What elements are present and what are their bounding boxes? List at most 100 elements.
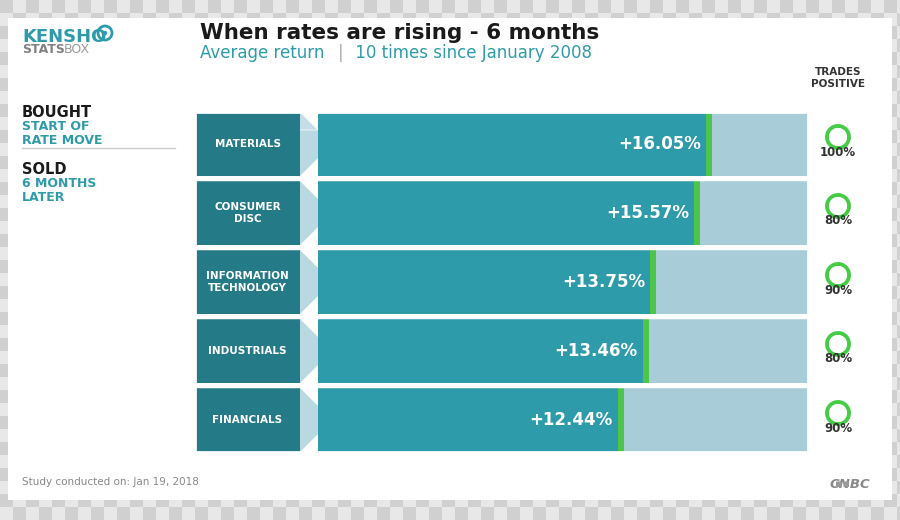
Bar — [507, 169, 520, 182]
Bar — [468, 104, 481, 117]
Bar — [182, 455, 195, 468]
Bar — [858, 143, 871, 156]
Bar — [143, 221, 156, 234]
Bar — [403, 195, 416, 208]
Bar — [650, 250, 656, 314]
Bar — [260, 169, 273, 182]
Bar — [247, 169, 260, 182]
Bar — [416, 117, 429, 130]
Bar — [624, 247, 637, 260]
Bar — [884, 273, 897, 286]
Bar — [65, 208, 78, 221]
Bar — [195, 286, 208, 299]
Bar — [559, 52, 572, 65]
Bar — [637, 390, 650, 403]
Bar — [741, 117, 754, 130]
Bar — [858, 234, 871, 247]
Bar — [364, 507, 377, 520]
Bar — [728, 468, 741, 481]
Bar — [754, 312, 767, 325]
Bar — [234, 325, 247, 338]
Bar — [52, 13, 65, 26]
Bar — [221, 481, 234, 494]
Bar — [663, 91, 676, 104]
Bar — [442, 481, 455, 494]
Bar — [13, 247, 26, 260]
Bar — [871, 273, 884, 286]
Bar — [416, 247, 429, 260]
Bar — [507, 468, 520, 481]
Bar — [507, 234, 520, 247]
Bar — [689, 494, 702, 507]
Bar — [559, 429, 572, 442]
Bar — [247, 234, 260, 247]
Bar — [208, 273, 221, 286]
Bar — [624, 338, 637, 351]
Bar — [130, 377, 143, 390]
Bar — [897, 429, 900, 442]
Bar — [871, 403, 884, 416]
Bar — [221, 260, 234, 273]
Bar — [650, 286, 663, 299]
Bar — [741, 351, 754, 364]
Bar — [260, 494, 273, 507]
Bar — [546, 351, 559, 364]
Bar — [845, 234, 858, 247]
Bar — [741, 364, 754, 377]
Bar — [117, 221, 130, 234]
Bar — [442, 260, 455, 273]
Bar — [117, 130, 130, 143]
Bar — [507, 507, 520, 520]
Bar — [715, 143, 728, 156]
Bar — [39, 91, 52, 104]
Bar — [507, 390, 520, 403]
Bar — [715, 286, 728, 299]
Bar — [598, 65, 611, 78]
Bar — [234, 468, 247, 481]
Bar — [351, 494, 364, 507]
Bar — [156, 117, 169, 130]
Bar — [650, 0, 663, 13]
Bar — [533, 299, 546, 312]
Bar — [416, 507, 429, 520]
Bar — [559, 13, 572, 26]
Bar — [585, 208, 598, 221]
Bar — [325, 312, 338, 325]
Bar — [130, 0, 143, 13]
Bar — [65, 234, 78, 247]
Bar — [676, 312, 689, 325]
Bar — [286, 273, 299, 286]
Bar — [364, 221, 377, 234]
Bar — [442, 143, 455, 156]
Bar — [468, 156, 481, 169]
Text: STATS: STATS — [22, 43, 65, 56]
Bar — [793, 507, 806, 520]
Bar — [468, 117, 481, 130]
Bar — [455, 442, 468, 455]
Bar — [312, 91, 325, 104]
Bar — [182, 351, 195, 364]
Bar — [819, 195, 832, 208]
Bar — [650, 481, 663, 494]
Bar — [390, 143, 403, 156]
Bar — [689, 26, 702, 39]
Bar — [13, 468, 26, 481]
Bar — [455, 247, 468, 260]
Bar — [429, 481, 442, 494]
Bar — [318, 181, 699, 245]
Bar — [260, 286, 273, 299]
Bar — [39, 117, 52, 130]
Bar — [325, 260, 338, 273]
Bar — [221, 442, 234, 455]
Bar — [806, 325, 819, 338]
Bar — [767, 156, 780, 169]
Bar — [546, 507, 559, 520]
Text: CNBC: CNBC — [829, 477, 870, 490]
Bar — [26, 377, 39, 390]
Bar — [494, 117, 507, 130]
Bar — [533, 52, 546, 65]
Bar — [585, 39, 598, 52]
Bar — [806, 195, 819, 208]
Bar — [650, 312, 663, 325]
Bar — [819, 312, 832, 325]
